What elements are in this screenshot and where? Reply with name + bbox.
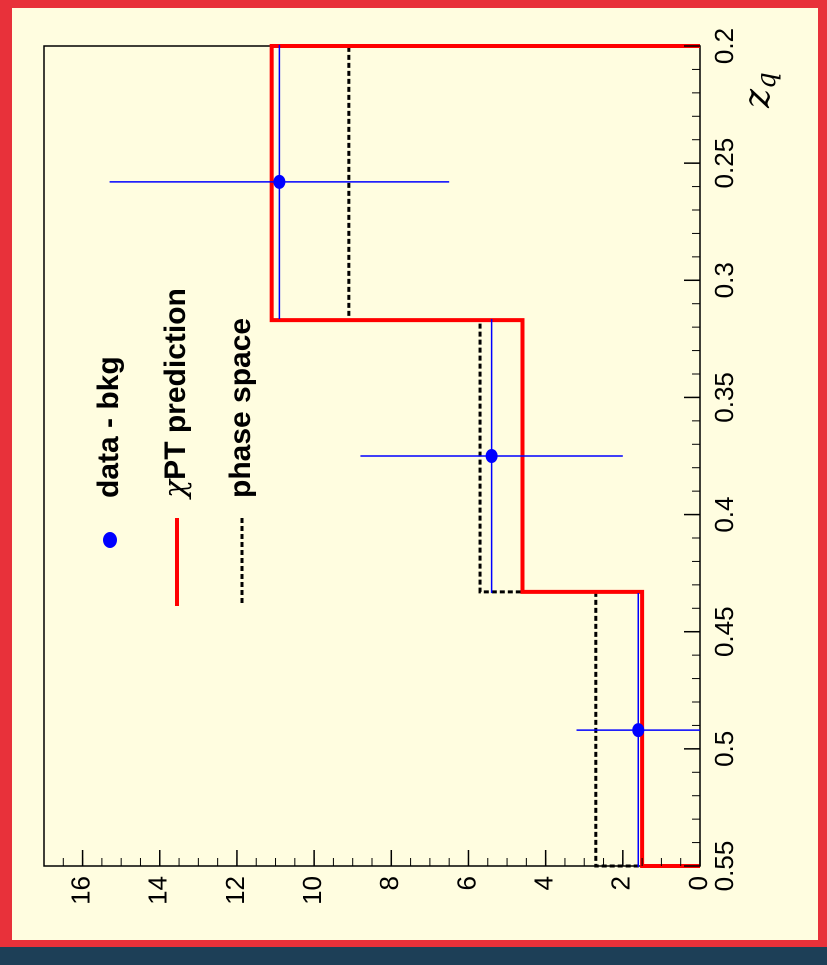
x-axis-title-main: z [737, 88, 778, 109]
x-tick-label: 0.2 [709, 28, 739, 64]
y-tick-label: 16 [65, 876, 95, 905]
histogram-chart: 0.2 0.25 0.3 0.35 0.4 0.45 0.5 0.550 2 4 6 8 10 12 14 1… [43, 28, 782, 905]
y-tick-label: 12 [220, 876, 250, 905]
legend-label-prefix: χ [158, 478, 193, 500]
chart-panel: 0.2 0.25 0.3 0.35 0.4 0.45 0.5 0.55 0 2 4 6 8 10 12 14 1… [12, 8, 818, 940]
x-tick-label: 0.45 [709, 606, 739, 657]
data-point [632, 723, 645, 738]
y-tick-label: 14 [143, 876, 173, 905]
y-tick-label: 2 [606, 876, 636, 890]
y-tick-label: 0 [683, 876, 713, 890]
x-tick-label: 0.3 [709, 262, 739, 298]
x-tick-label: 0.35 [709, 372, 739, 423]
x-tick-label: 0.55 [709, 841, 739, 892]
y-tick-label: 6 [451, 876, 481, 890]
legend-label-text: data - bkg [92, 356, 125, 498]
x-axis-title: zq [737, 72, 782, 109]
legend-data-marker [103, 532, 117, 548]
data-point [273, 174, 286, 189]
legend-label-text: PT prediction [159, 288, 192, 480]
legend-label-phase: phase space [224, 318, 257, 498]
x-tick-label: 0.5 [709, 731, 739, 767]
legend-label-text: phase space [224, 318, 257, 498]
y-tick-label: 10 [297, 876, 327, 905]
x-axis-title-sub: q [752, 72, 782, 89]
data-point [485, 449, 498, 463]
y-tick-label: 8 [374, 876, 404, 890]
x-tick-label: 0.4 [709, 496, 739, 532]
x-tick-label: 0.25 [709, 138, 739, 189]
y-tick-label: 4 [529, 876, 559, 890]
legend-label-data: data - bkg [92, 356, 125, 498]
legend-label-chipt: χPT prediction [158, 288, 193, 500]
